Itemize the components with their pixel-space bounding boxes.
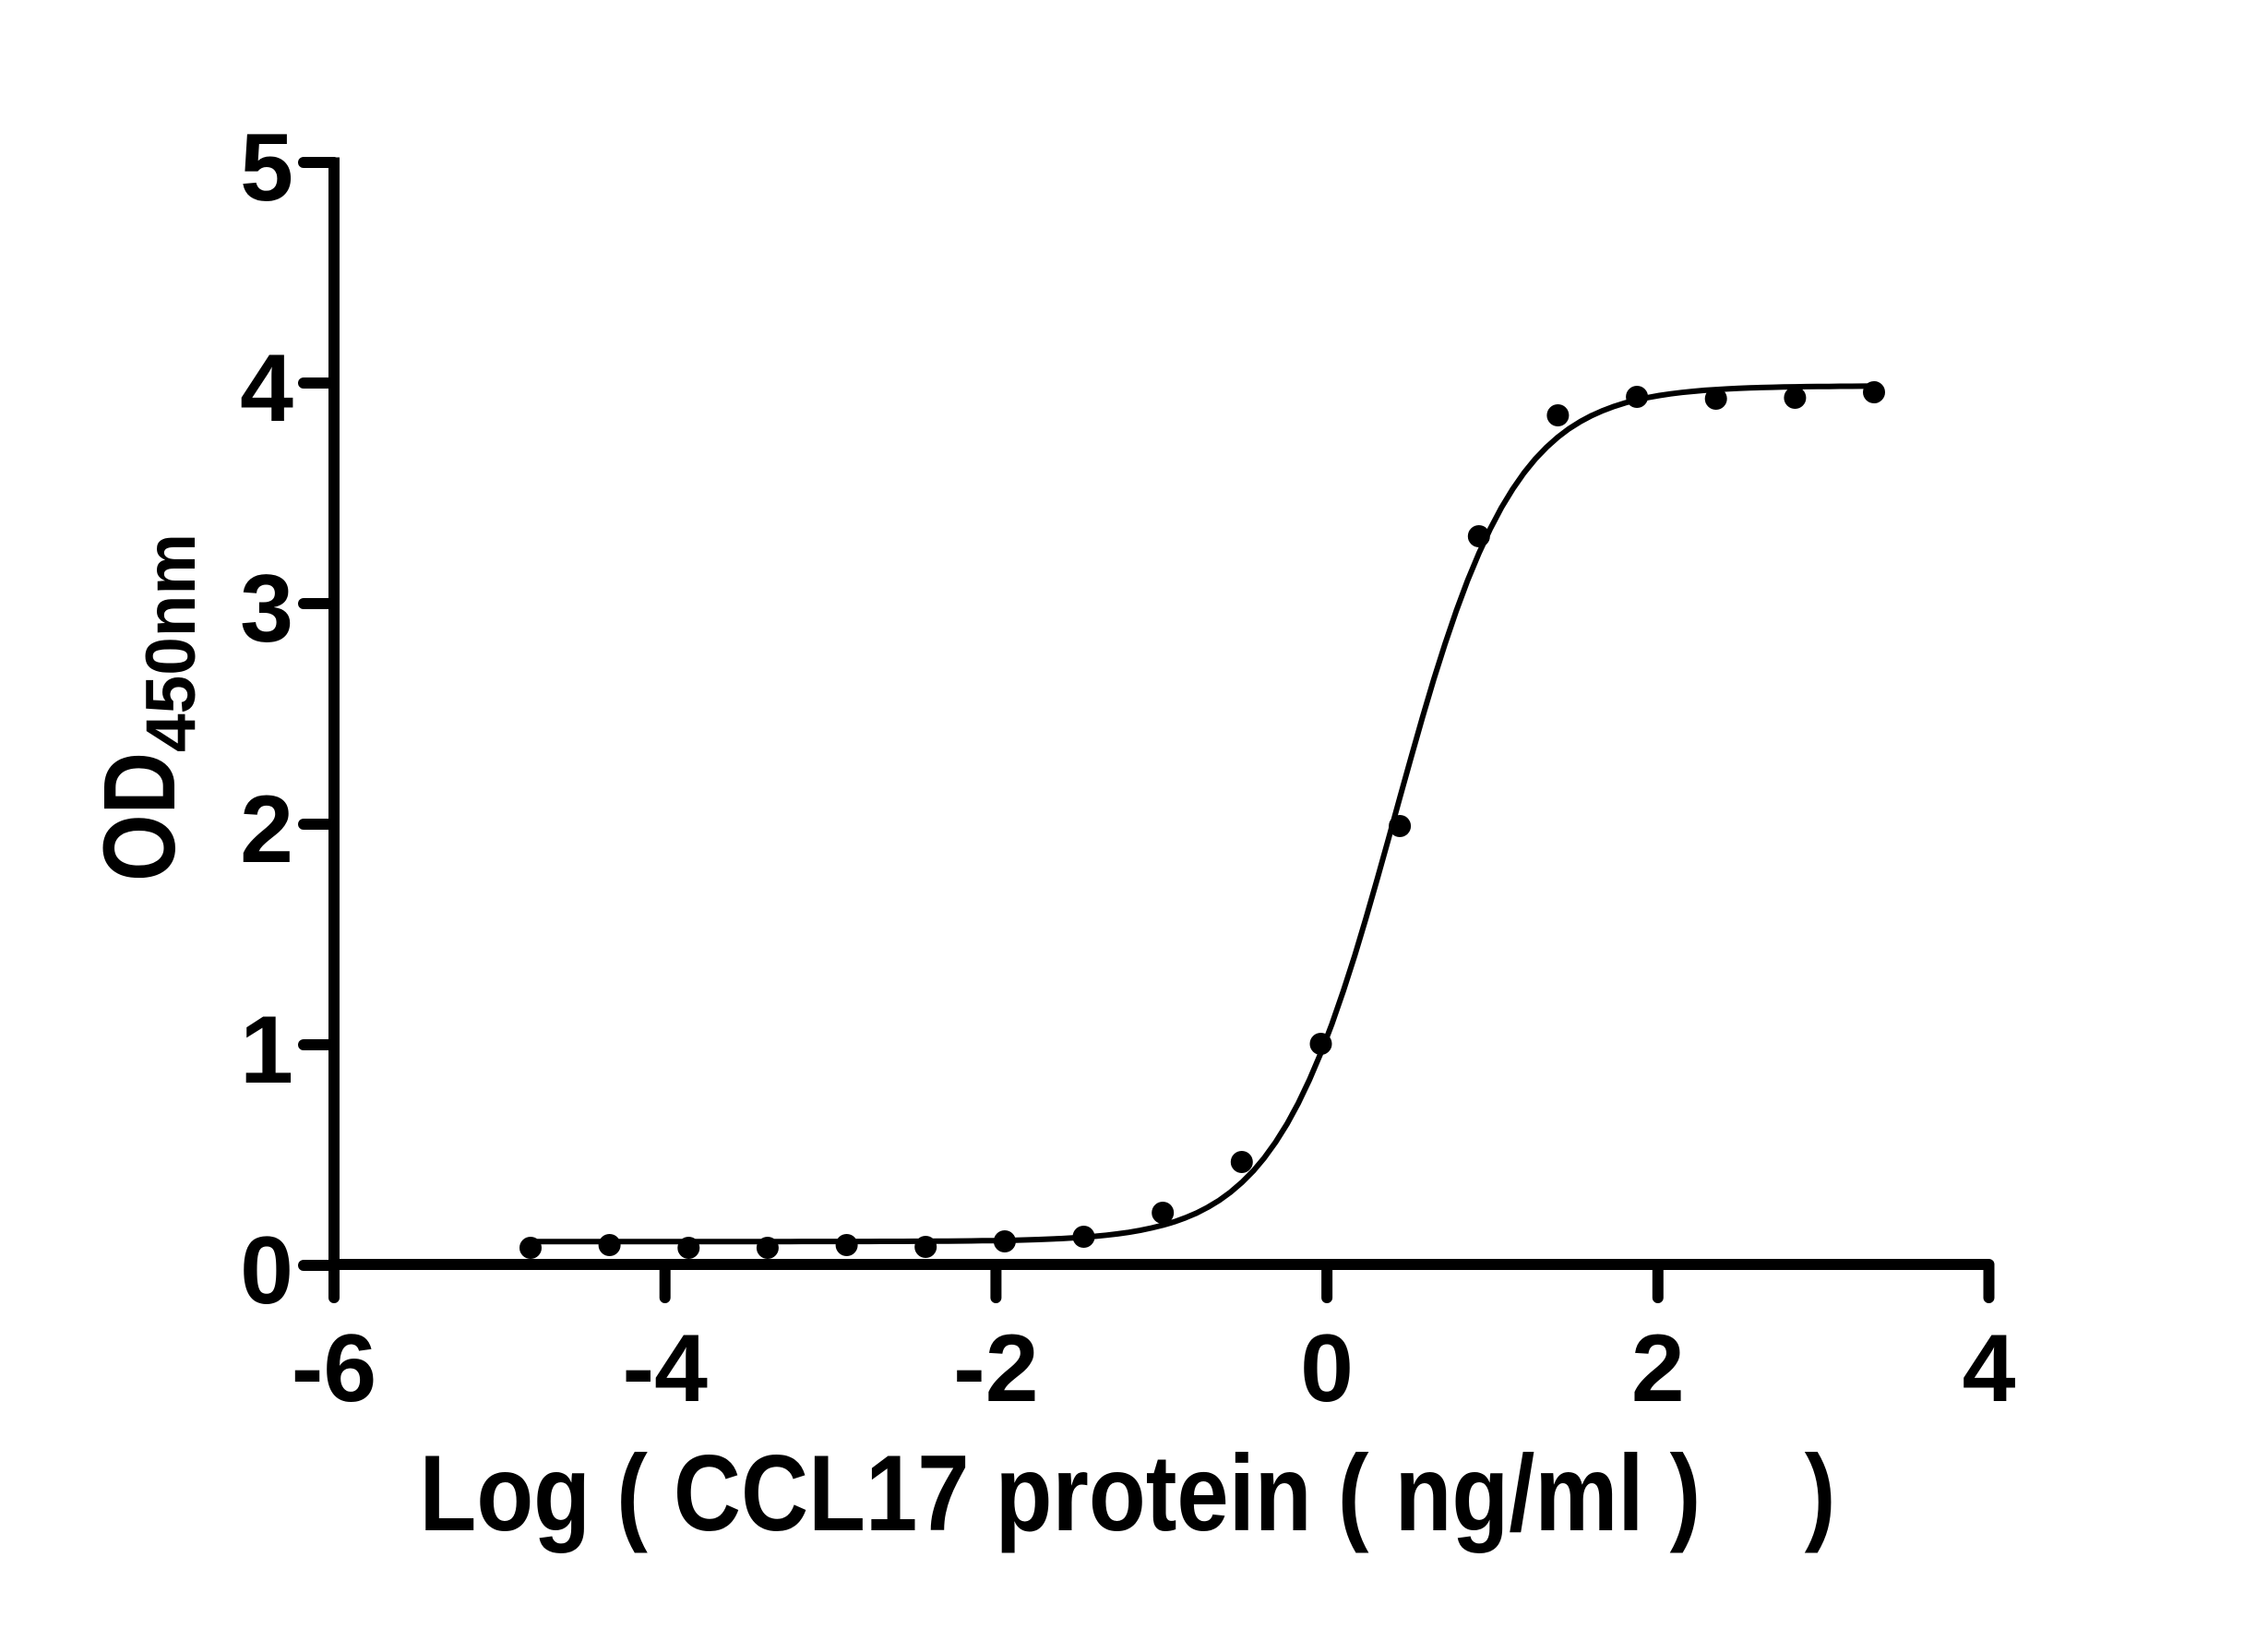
svg-text:-2: -2: [953, 1315, 1038, 1422]
svg-text:4: 4: [1963, 1315, 2016, 1422]
svg-text:Log ( CCL17 protein ( ng/ml ): Log ( CCL17 protein ( ng/ml ) ): [420, 1432, 1836, 1553]
svg-text:OD450nm: OD450nm: [83, 533, 210, 881]
svg-text:-6: -6: [292, 1315, 376, 1422]
svg-text:0: 0: [1300, 1315, 1354, 1422]
svg-text:5: 5: [240, 114, 293, 222]
svg-text:2: 2: [1631, 1315, 1685, 1422]
svg-text:0: 0: [240, 1217, 293, 1324]
svg-text:2: 2: [240, 776, 293, 883]
svg-text:4: 4: [240, 335, 293, 442]
svg-text:-4: -4: [622, 1315, 708, 1422]
svg-text:3: 3: [240, 556, 293, 663]
svg-text:1: 1: [240, 997, 293, 1104]
